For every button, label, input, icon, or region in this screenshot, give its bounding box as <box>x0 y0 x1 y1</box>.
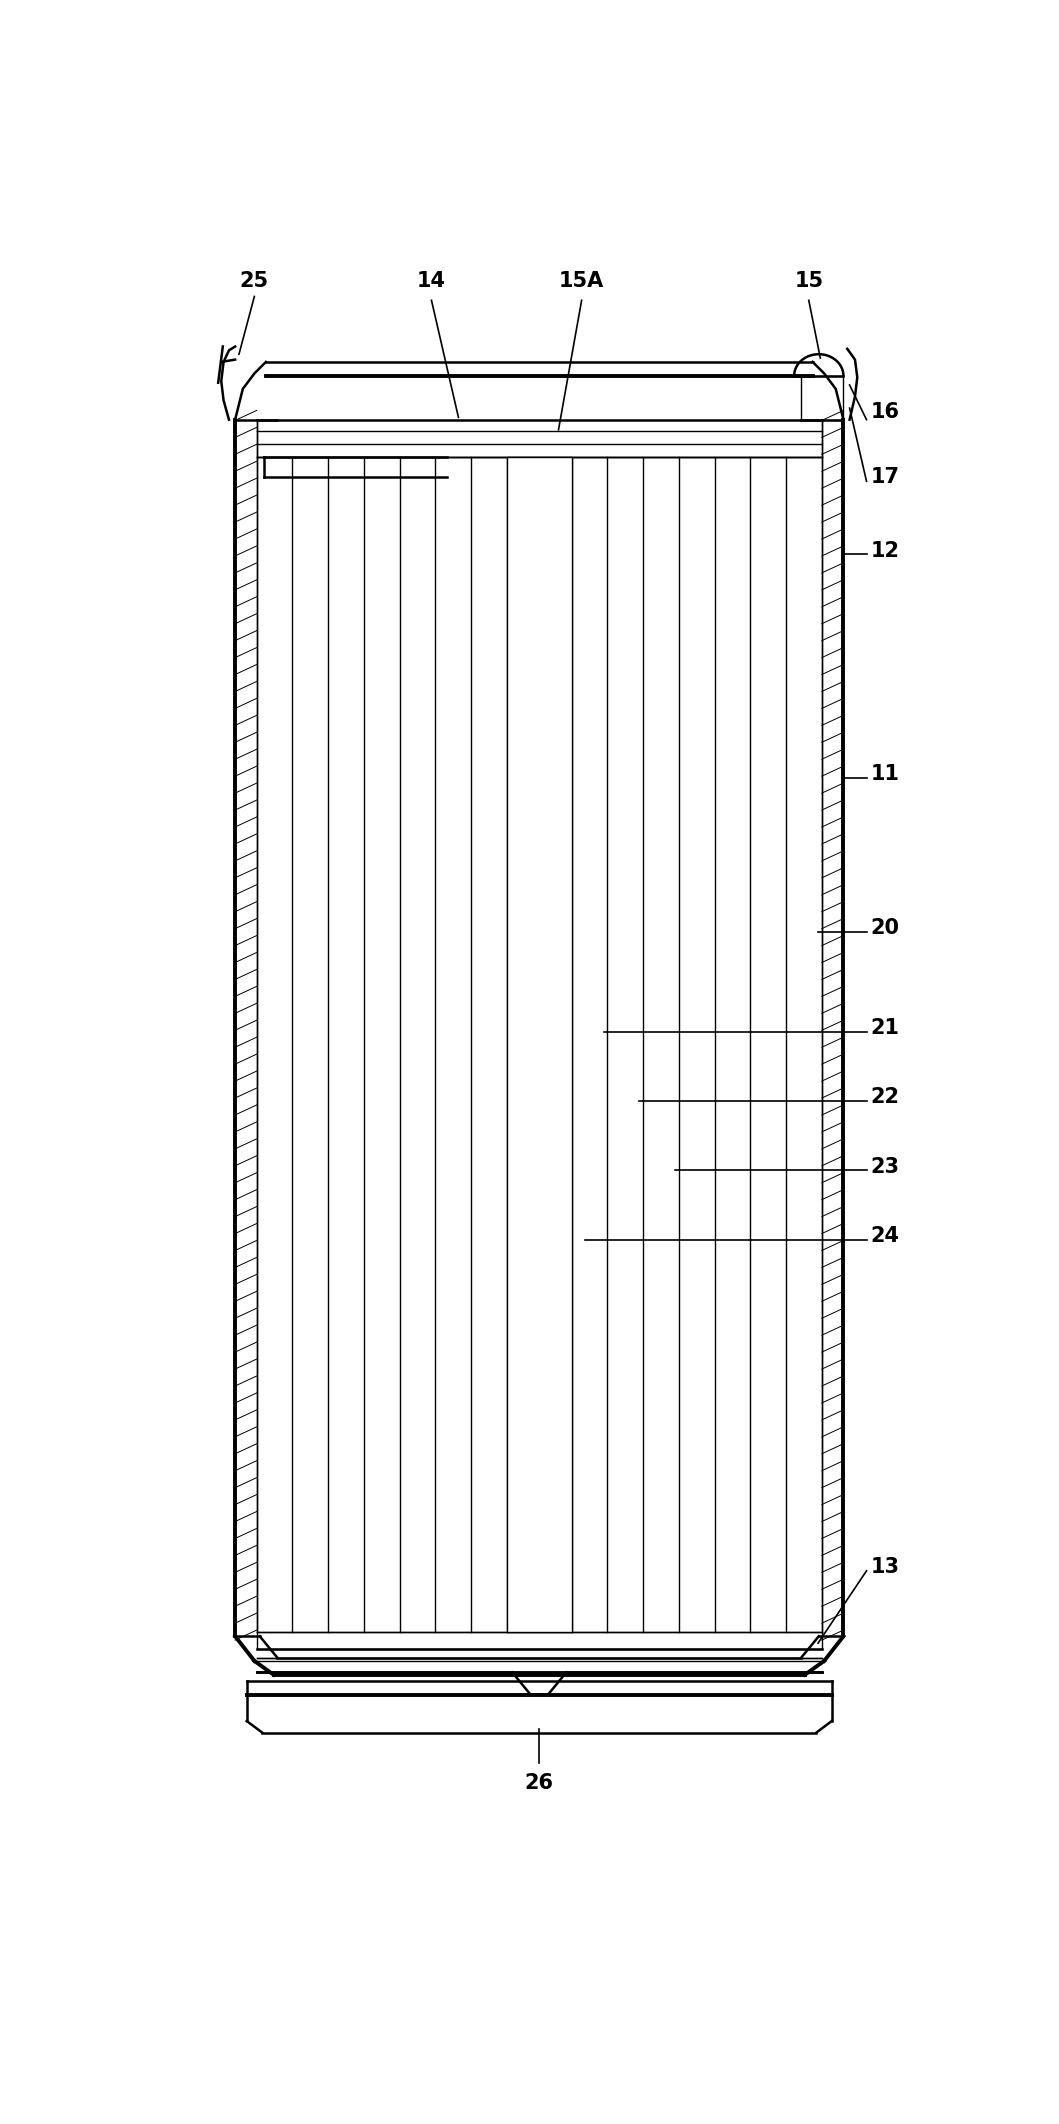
Text: 11: 11 <box>870 765 899 784</box>
Text: 23: 23 <box>870 1158 899 1177</box>
Text: 26: 26 <box>525 1774 554 1793</box>
Text: 15A: 15A <box>559 272 605 291</box>
Bar <box>256 1633 822 1650</box>
Bar <box>256 421 822 431</box>
Text: 24: 24 <box>870 1226 899 1247</box>
Text: 15: 15 <box>794 272 823 291</box>
Text: 22: 22 <box>870 1087 899 1107</box>
Text: 20: 20 <box>870 918 899 939</box>
Bar <box>507 457 572 1633</box>
Text: 25: 25 <box>239 272 269 291</box>
Bar <box>801 376 843 421</box>
Text: 14: 14 <box>417 272 446 291</box>
Text: 12: 12 <box>870 542 899 561</box>
Text: 16: 16 <box>870 401 899 423</box>
Text: 21: 21 <box>870 1017 899 1039</box>
Text: 13: 13 <box>870 1557 899 1576</box>
Text: 17: 17 <box>870 467 899 486</box>
